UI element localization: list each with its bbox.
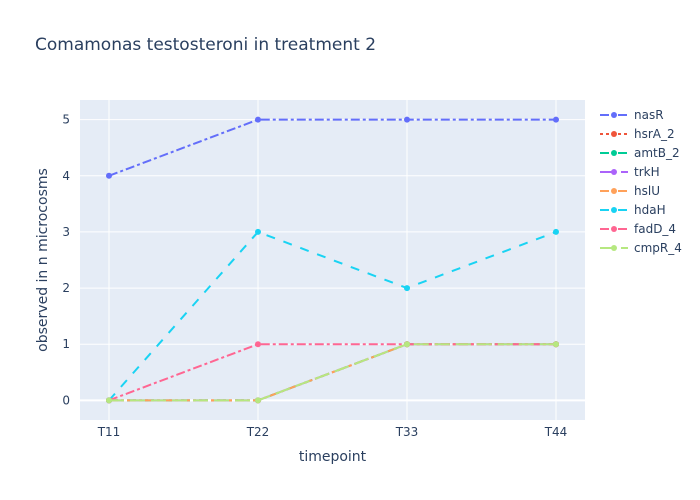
legend-item-fadD_4[interactable]: fadD_4	[600, 222, 676, 236]
data-point	[404, 285, 410, 292]
series-cmpR_4	[106, 341, 559, 404]
legend-label: hslU	[634, 184, 660, 198]
legend-item-hdaH[interactable]: hdaH	[600, 203, 666, 217]
data-point	[106, 172, 112, 179]
y-tick-label: 0	[62, 393, 70, 407]
series-lines	[106, 116, 559, 404]
axis-ticks: T11 T22 T33 T44 0 1 2 3 4 5	[62, 113, 567, 439]
x-axis-label: timepoint	[299, 449, 367, 465]
legend-swatch-marker	[611, 207, 617, 213]
legend-item-hsrA_2[interactable]: hsrA_2	[600, 127, 675, 141]
data-point	[404, 116, 410, 123]
legend-label: trkH	[634, 165, 660, 179]
legend-swatch-marker	[611, 245, 617, 251]
data-point	[255, 341, 261, 348]
legend-item-hslU[interactable]: hslU	[600, 184, 660, 198]
chart-title: Comamonas testosteroni in treatment 2	[35, 35, 376, 55]
legend-swatch-marker	[611, 169, 617, 175]
legend-item-trkH[interactable]: trkH	[600, 165, 660, 179]
data-point	[255, 116, 261, 123]
data-point	[553, 116, 559, 123]
y-tick-label: 5	[62, 113, 70, 127]
legend-item-amtB_2[interactable]: amtB_2	[600, 146, 680, 160]
legend-swatch-marker	[611, 226, 617, 232]
plot-area	[80, 100, 585, 420]
x-tick-label: T22	[246, 425, 270, 439]
x-tick-label: T44	[544, 425, 568, 439]
x-tick-label: T33	[395, 425, 419, 439]
series-line	[108, 230, 557, 402]
x-tick-label: T11	[97, 425, 121, 439]
legend-item-nasR[interactable]: nasR	[600, 108, 664, 122]
data-point	[553, 228, 559, 235]
legend[interactable]: nasR hsrA_2 amtB_2 trkH hslU hdaH fadD_4 cmpR_4	[600, 108, 682, 255]
legend-label: amtB_2	[634, 146, 680, 160]
y-tick-label: 2	[62, 281, 70, 295]
legend-label: nasR	[634, 108, 664, 122]
legend-label: cmpR_4	[634, 241, 682, 255]
legend-swatch-marker	[611, 150, 617, 156]
y-tick-label: 4	[62, 169, 70, 183]
legend-swatch-marker	[611, 188, 617, 194]
legend-item-cmpR_4[interactable]: cmpR_4	[600, 241, 682, 255]
legend-swatch-marker	[611, 131, 617, 137]
legend-label: hsrA_2	[634, 127, 675, 141]
legend-label: fadD_4	[634, 222, 676, 236]
y-axis-label: observed in n microcosms	[35, 168, 51, 352]
data-point	[255, 228, 261, 235]
data-point	[255, 397, 261, 404]
series-line	[109, 343, 556, 402]
y-tick-label: 3	[62, 225, 70, 239]
series-nasR	[106, 116, 559, 179]
y-tick-label: 1	[62, 337, 70, 351]
data-point	[106, 397, 112, 404]
legend-swatch-marker	[611, 112, 617, 118]
data-point	[404, 341, 410, 348]
series-line	[108, 118, 556, 177]
data-point	[553, 341, 559, 348]
legend-label: hdaH	[634, 203, 666, 217]
